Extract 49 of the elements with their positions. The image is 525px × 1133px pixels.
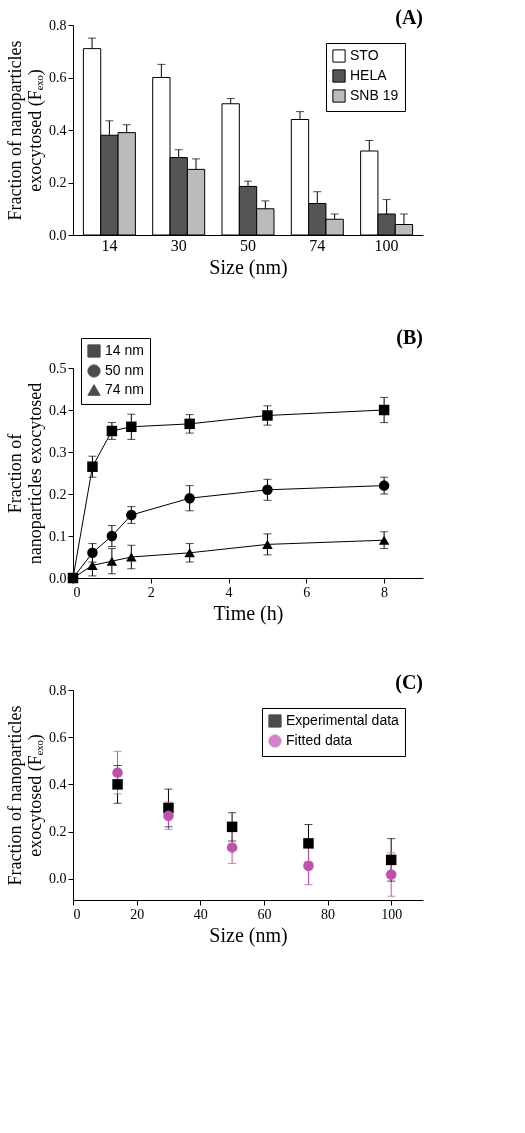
y-tick-label: 0.2: [49, 486, 67, 502]
x-tick-label: 50: [240, 236, 256, 254]
y-tick-label: 0.0: [49, 227, 67, 243]
legend-label: HELA: [350, 67, 388, 83]
x-axis-title: Time (h): [213, 601, 284, 625]
legend-label: 50 nm: [105, 362, 144, 378]
y-axis-title: Fraction of nanoparticles exocytosed (Fₑₓₒ): [5, 705, 46, 886]
x-tick-label: 40: [193, 906, 208, 922]
legend-label: Fitted data: [286, 732, 353, 748]
x-tick-label: 4: [225, 584, 233, 600]
x-tick-label: 6: [303, 584, 311, 600]
y-tick-label: 0.1: [49, 528, 67, 544]
x-tick-label: 20: [130, 906, 145, 922]
x-tick-label: 80: [321, 906, 336, 922]
y-tick-label: 0.4: [49, 122, 67, 138]
legend-label: SNB 19: [350, 87, 399, 103]
x-axis-title: Size (nm): [209, 923, 288, 947]
x-tick-label: 14: [101, 236, 118, 254]
x-tick-label: 60: [257, 906, 272, 922]
y-tick-label: 0.3: [49, 444, 67, 460]
legend-label: 74 nm: [105, 381, 144, 397]
legend-label: STO: [350, 47, 379, 63]
x-tick-label: 0: [73, 584, 81, 600]
legend-label: Experimental data: [286, 712, 400, 728]
y-tick-label: 0.0: [49, 871, 67, 887]
y-tick-label: 0.4: [49, 776, 67, 792]
x-tick-label: 100: [381, 906, 403, 922]
legend-label: 14 nm: [105, 342, 144, 358]
x-tick-label: 74: [309, 236, 326, 254]
y-axis-title: Fraction of nanoparticles exocytosed: [5, 382, 45, 565]
x-tick-label: 8: [381, 584, 389, 600]
chart-title: (B): [396, 325, 423, 349]
x-tick-label: 100: [374, 236, 399, 254]
chart-title: (A): [395, 6, 423, 29]
y-tick-label: 0.8: [49, 17, 67, 33]
y-tick-label: 0.4: [49, 402, 67, 418]
y-tick-label: 0.0: [49, 570, 67, 586]
y-tick-label: 0.8: [49, 682, 67, 698]
x-axis-title: Size (nm): [209, 255, 288, 279]
x-tick-label: 0: [73, 906, 81, 922]
y-tick-label: 0.2: [49, 175, 67, 190]
y-tick-label: 0.5: [49, 360, 67, 376]
x-tick-label: 30: [170, 236, 187, 254]
chart-title: (C): [395, 671, 423, 694]
y-tick-label: 0.2: [49, 824, 67, 840]
y-axis-title: Fraction of nanoparticles exocytosed (Fₑₓₒ): [5, 40, 46, 221]
y-tick-label: 0.6: [49, 729, 67, 745]
y-tick-label: 0.6: [49, 70, 67, 85]
x-tick-label: 2: [147, 584, 155, 600]
